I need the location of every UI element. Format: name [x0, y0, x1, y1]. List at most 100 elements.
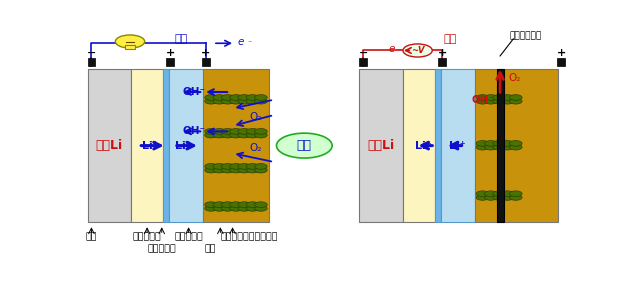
Bar — [125, 45, 135, 49]
Circle shape — [255, 167, 267, 173]
Circle shape — [510, 191, 522, 197]
Circle shape — [493, 141, 505, 146]
Circle shape — [255, 95, 267, 100]
Circle shape — [221, 95, 234, 100]
Bar — [441, 69, 475, 222]
Circle shape — [221, 164, 234, 169]
Circle shape — [484, 144, 497, 150]
Circle shape — [493, 191, 505, 197]
Circle shape — [501, 98, 514, 104]
Text: 触媒: 触媒 — [205, 244, 216, 253]
Circle shape — [476, 141, 489, 146]
Circle shape — [501, 144, 514, 150]
Bar — [88, 69, 132, 222]
Circle shape — [484, 195, 497, 200]
Text: Li⁺: Li⁺ — [449, 141, 466, 151]
Circle shape — [229, 167, 243, 173]
Bar — [435, 69, 441, 222]
Text: ~V: ~V — [411, 46, 425, 55]
Circle shape — [501, 95, 514, 100]
Circle shape — [510, 98, 522, 104]
Text: Li⁺: Li⁺ — [415, 141, 432, 151]
Circle shape — [493, 144, 505, 150]
Text: ⁻: ⁻ — [396, 46, 401, 55]
Circle shape — [229, 132, 243, 138]
Circle shape — [501, 195, 514, 200]
Circle shape — [510, 195, 522, 200]
Circle shape — [221, 132, 234, 138]
Circle shape — [205, 95, 217, 100]
Circle shape — [493, 195, 505, 200]
Circle shape — [238, 167, 251, 173]
Circle shape — [115, 35, 145, 48]
Circle shape — [277, 133, 332, 158]
Circle shape — [501, 141, 514, 146]
Circle shape — [205, 202, 217, 208]
Circle shape — [229, 95, 243, 100]
Text: +: + — [556, 48, 566, 58]
Circle shape — [221, 98, 234, 104]
Circle shape — [501, 191, 514, 197]
Circle shape — [493, 95, 505, 100]
Circle shape — [246, 95, 259, 100]
Text: 水性電解液: 水性電解液 — [175, 233, 203, 241]
Text: O₂: O₂ — [249, 143, 262, 153]
Circle shape — [238, 164, 251, 169]
Circle shape — [238, 95, 251, 100]
Text: e: e — [238, 37, 244, 47]
Circle shape — [213, 95, 226, 100]
Text: −: − — [358, 48, 368, 58]
Circle shape — [229, 202, 243, 208]
Circle shape — [205, 206, 217, 211]
Circle shape — [493, 98, 505, 104]
Circle shape — [255, 98, 267, 104]
Circle shape — [403, 44, 432, 57]
Text: 金属Li: 金属Li — [96, 139, 123, 152]
Text: +: + — [166, 48, 175, 58]
Bar — [169, 69, 203, 222]
Circle shape — [476, 144, 489, 150]
Bar — [438, 58, 446, 66]
Circle shape — [229, 129, 243, 134]
Bar — [558, 58, 565, 66]
Circle shape — [476, 98, 489, 104]
Circle shape — [213, 164, 226, 169]
Text: Li⁺: Li⁺ — [142, 141, 159, 151]
Circle shape — [246, 132, 259, 138]
Bar — [360, 58, 367, 66]
Circle shape — [238, 98, 251, 104]
Circle shape — [238, 206, 251, 211]
Text: 負極: 負極 — [86, 233, 97, 241]
Bar — [202, 58, 210, 66]
Bar — [475, 69, 558, 222]
Circle shape — [510, 141, 522, 146]
Circle shape — [476, 195, 489, 200]
Text: Li⁺: Li⁺ — [175, 141, 192, 151]
Circle shape — [238, 132, 251, 138]
Text: e: e — [388, 44, 394, 55]
Circle shape — [246, 164, 259, 169]
Circle shape — [221, 129, 234, 134]
Circle shape — [484, 141, 497, 146]
Text: +: + — [437, 48, 447, 58]
Circle shape — [255, 206, 267, 211]
Circle shape — [476, 95, 489, 100]
Text: O₂: O₂ — [249, 112, 262, 122]
Circle shape — [484, 95, 497, 100]
Text: OH⁻: OH⁻ — [183, 87, 206, 97]
Text: OH⁻: OH⁻ — [472, 95, 495, 105]
Circle shape — [255, 132, 267, 138]
Circle shape — [213, 206, 226, 211]
Text: OH⁻: OH⁻ — [183, 126, 206, 136]
Circle shape — [205, 132, 217, 138]
Text: 金属Li: 金属Li — [367, 139, 394, 152]
Bar — [360, 69, 403, 222]
Text: −: − — [87, 48, 96, 58]
Circle shape — [255, 164, 267, 169]
Text: ⁻: ⁻ — [247, 39, 251, 48]
Circle shape — [221, 206, 234, 211]
Circle shape — [229, 206, 243, 211]
Circle shape — [510, 95, 522, 100]
Circle shape — [246, 202, 259, 208]
Circle shape — [213, 202, 226, 208]
